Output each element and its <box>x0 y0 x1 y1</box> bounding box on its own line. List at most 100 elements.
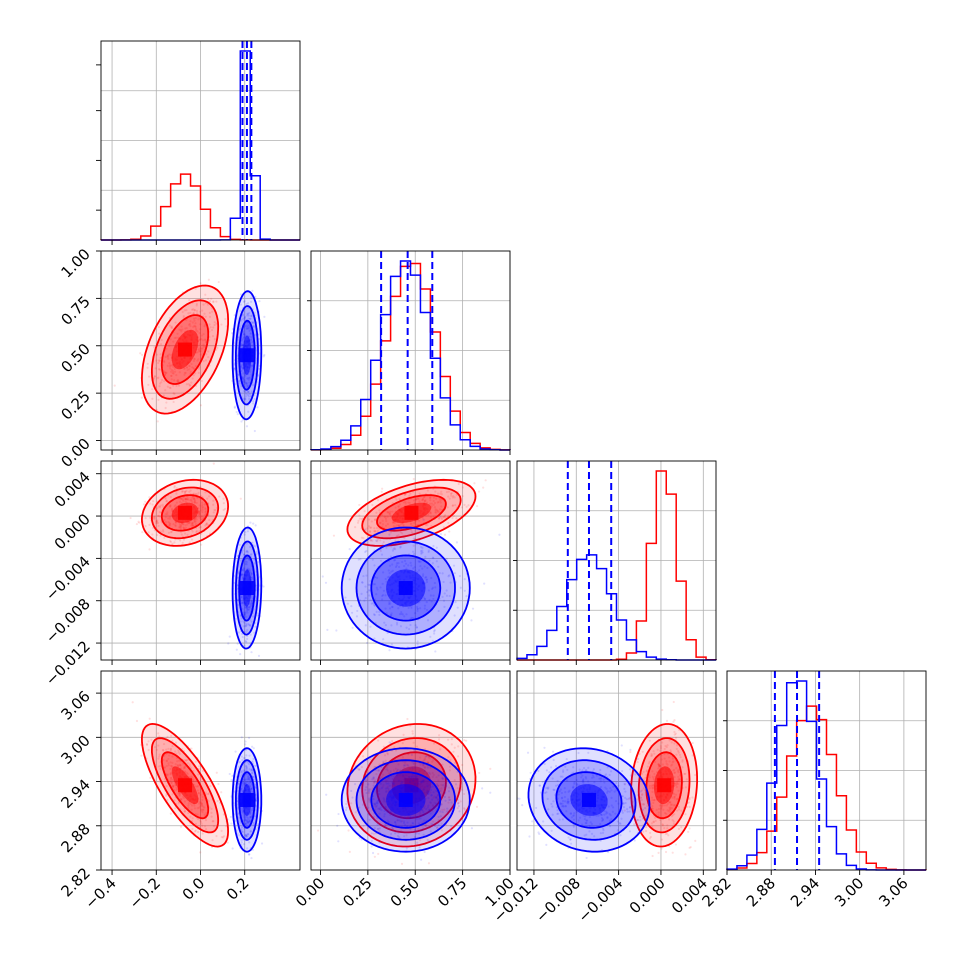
panel-content <box>316 717 492 865</box>
diag-panel-1 <box>310 250 511 451</box>
contour-red <box>346 478 477 547</box>
contour-blue <box>238 554 256 622</box>
contour-blue <box>231 526 263 650</box>
contour-red <box>160 494 210 532</box>
panel-content <box>321 477 501 653</box>
contour-red <box>140 722 230 848</box>
y-tick-label: 3.06 <box>57 687 93 723</box>
y-tick-label: 3.00 <box>57 731 93 767</box>
x-tick-label: 2.88 <box>743 874 779 910</box>
x-axis-col-3: 2.82 2.88 2.94 3.00 3.06 <box>698 870 912 910</box>
y-axis-row-1: 0.00 0.25 0.50 0.75 1.00 <box>57 245 101 471</box>
contour-red <box>630 723 698 848</box>
density-peak-red <box>178 778 193 793</box>
contour-red <box>160 314 210 385</box>
density-peak-blue <box>398 792 413 807</box>
x-tick-label: 0.50 <box>387 874 423 910</box>
diag-panel-0 <box>100 40 301 241</box>
diag-ticks-2 <box>513 510 517 611</box>
contour-red <box>376 494 447 532</box>
x-tick-label: 0.75 <box>434 874 470 910</box>
y-tick-label: −0.004 <box>42 552 94 604</box>
x-tick-label: 0.000 <box>626 874 669 917</box>
contour-blue <box>370 771 442 829</box>
contour-blue <box>340 526 471 650</box>
x-tick-label: 3.06 <box>875 874 911 910</box>
contour-red <box>151 486 220 540</box>
histogram-blue <box>726 680 926 871</box>
panel-3-0 <box>100 670 301 871</box>
x-tick-label: 3.00 <box>831 874 867 910</box>
density-peak-blue <box>239 581 254 596</box>
y-axis-row-0 <box>96 64 101 211</box>
y-tick-label: 2.94 <box>57 776 93 812</box>
y-tick-label: 0.25 <box>57 387 93 423</box>
contour-blue <box>238 771 256 829</box>
y-tick-label: 0.000 <box>51 510 94 553</box>
density-peak-red <box>178 342 193 357</box>
contour-blue <box>541 759 637 841</box>
diag-panel-2 <box>516 460 717 661</box>
contour-red <box>361 486 462 540</box>
contour-red <box>140 284 229 415</box>
panel-content <box>129 462 265 657</box>
panel-3-2 <box>516 670 717 871</box>
panel-content <box>113 278 266 433</box>
y-axis-row-3: 2.822.882.943.003.06 <box>57 687 101 900</box>
contour-red <box>151 737 220 834</box>
contour-blue <box>355 540 456 636</box>
y-tick-label: 0.50 <box>57 340 93 376</box>
diag-ticks-1 <box>307 300 311 401</box>
y-tick-label: −0.008 <box>42 595 94 647</box>
contour-blue <box>235 305 259 406</box>
density-peak-blue <box>239 792 254 807</box>
contour-red <box>160 751 210 820</box>
panel-content <box>131 701 264 860</box>
density-peak-blue <box>398 581 413 596</box>
contour-red <box>376 751 447 820</box>
contour-red <box>140 478 230 547</box>
contour-red <box>151 299 220 400</box>
x-tick-label: 2.82 <box>698 874 734 910</box>
contour-red <box>645 751 683 820</box>
density-peak-blue <box>581 792 596 807</box>
y-tick-label: 1.00 <box>57 245 93 281</box>
panel-frame <box>516 670 717 871</box>
density-peak-blue <box>239 348 254 363</box>
density-peak-red <box>657 778 672 793</box>
x-tick-label: 0.2 <box>223 874 253 904</box>
y-tick-label: 0.00 <box>57 435 93 471</box>
x-tick-label: 0.00 <box>292 874 328 910</box>
y-tick-label: −0.012 <box>42 637 94 689</box>
contour-blue <box>231 747 263 853</box>
y-tick-label: 0.75 <box>57 292 93 328</box>
panel-content <box>517 700 699 860</box>
x-tick-label: −0.008 <box>532 874 584 926</box>
contour-red <box>361 737 462 834</box>
x-tick-label: 2.94 <box>787 874 823 910</box>
x-tick-label: 0.0 <box>179 874 209 904</box>
contour-blue <box>340 747 471 853</box>
histogram-red <box>310 262 511 451</box>
contour-blue <box>235 759 259 841</box>
diag-panel-3 <box>726 670 927 871</box>
histogram-blue <box>310 260 511 451</box>
y-tick-label: 2.88 <box>57 820 93 856</box>
contour-blue <box>231 290 263 421</box>
contour-blue <box>235 540 259 636</box>
panel-frame <box>310 460 511 661</box>
contour-blue <box>355 759 456 841</box>
panel-2-1 <box>310 460 511 661</box>
contour-red <box>637 737 691 834</box>
contour-red <box>346 723 477 848</box>
contour-blue <box>238 319 256 391</box>
x-tick-label: 0.25 <box>339 874 375 910</box>
contour-blue <box>370 554 442 622</box>
panel-3-1 <box>310 670 511 871</box>
density-peak-red <box>178 505 193 520</box>
y-tick-label: 0.004 <box>51 468 94 511</box>
panel-1-0 <box>100 250 301 451</box>
x-tick-label: −0.2 <box>126 874 164 912</box>
density-peak-red <box>404 505 419 520</box>
